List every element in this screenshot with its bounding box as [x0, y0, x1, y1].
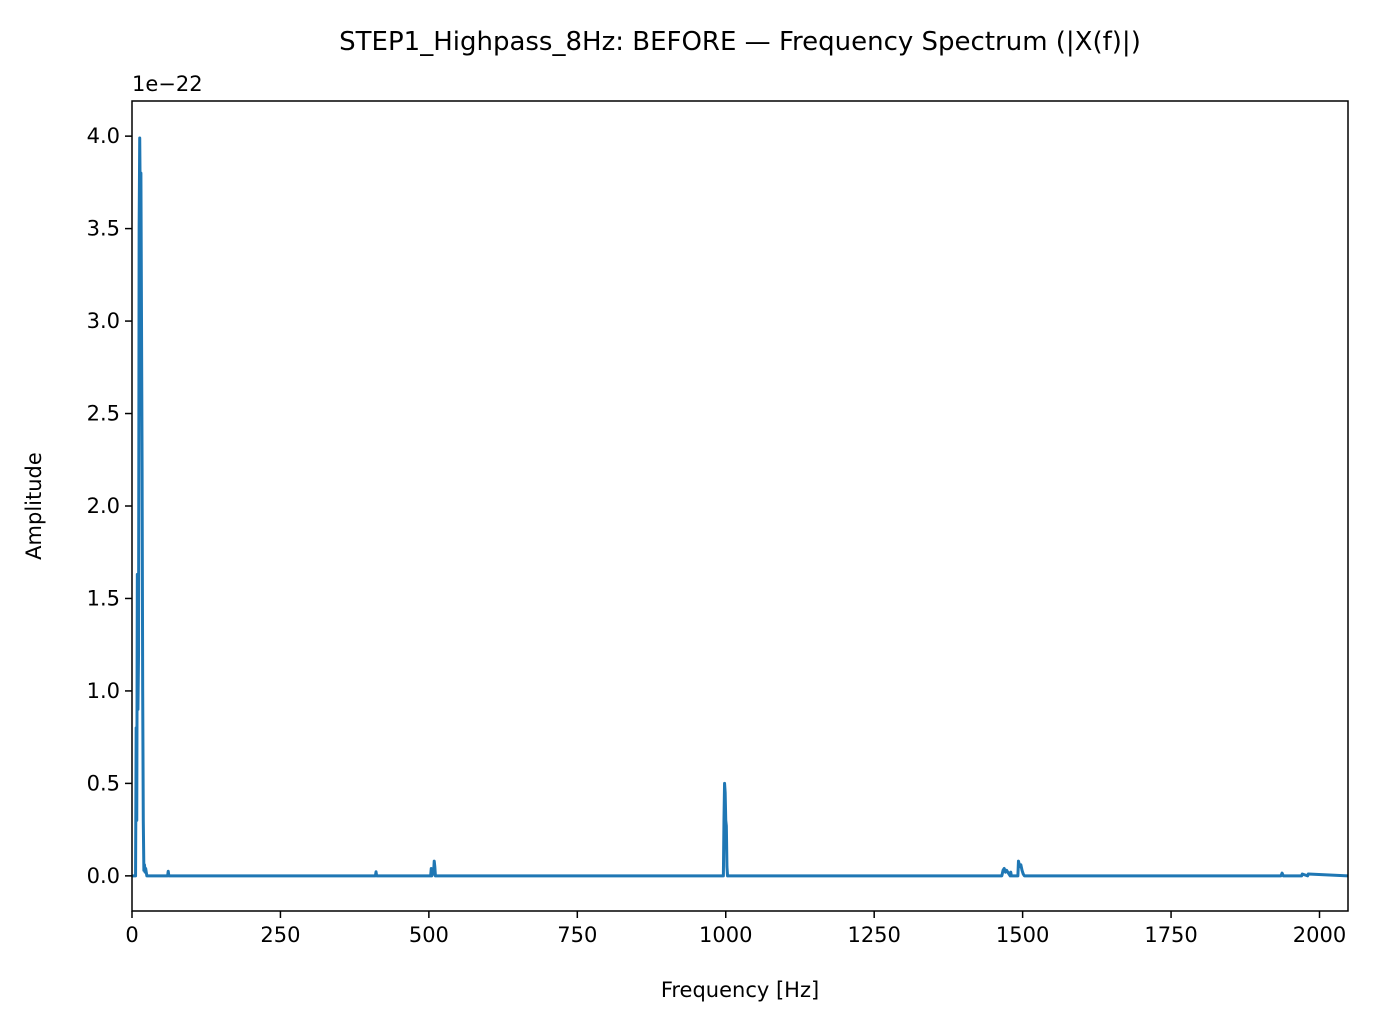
x-tick-label: 250 — [260, 923, 300, 947]
chart-title: STEP1_Highpass_8Hz: BEFORE — Frequency S… — [339, 27, 1141, 57]
y-tick-label: 0.5 — [87, 771, 120, 795]
x-tick-label: 2000 — [1293, 923, 1346, 947]
y-axis-label: Amplitude — [22, 452, 46, 560]
axes-frame — [131, 100, 1349, 912]
y-tick-label: 1.0 — [87, 679, 120, 703]
x-tick-label: 500 — [409, 923, 449, 947]
x-tick-label: 0 — [125, 923, 138, 947]
x-tick-label: 1000 — [699, 923, 752, 947]
x-axis: 0 250 500 750 1000 1250 1500 1750 2000 — [125, 911, 1346, 947]
x-tick-label: 1750 — [1144, 923, 1197, 947]
x-tick-label: 1500 — [996, 923, 1049, 947]
y-tick-label: 3.0 — [87, 309, 120, 333]
y-offset-label: 1e−22 — [132, 72, 203, 96]
y-tick-label: 1.5 — [87, 586, 120, 610]
y-axis: 0.0 0.5 1.0 1.5 2.0 2.5 3.0 3.5 4.0 — [87, 124, 132, 888]
spectrum-series-line — [132, 136, 1348, 878]
y-tick-label: 0.0 — [87, 864, 120, 888]
x-tick-label: 750 — [557, 923, 597, 947]
y-tick-label: 4.0 — [87, 124, 120, 148]
y-tick-label: 3.5 — [87, 217, 120, 241]
x-tick-label: 1250 — [847, 923, 900, 947]
plot-area — [132, 136, 1348, 878]
y-tick-label: 2.0 — [87, 494, 120, 518]
y-tick-label: 2.5 — [87, 402, 120, 426]
x-axis-label: Frequency [Hz] — [661, 978, 819, 1002]
